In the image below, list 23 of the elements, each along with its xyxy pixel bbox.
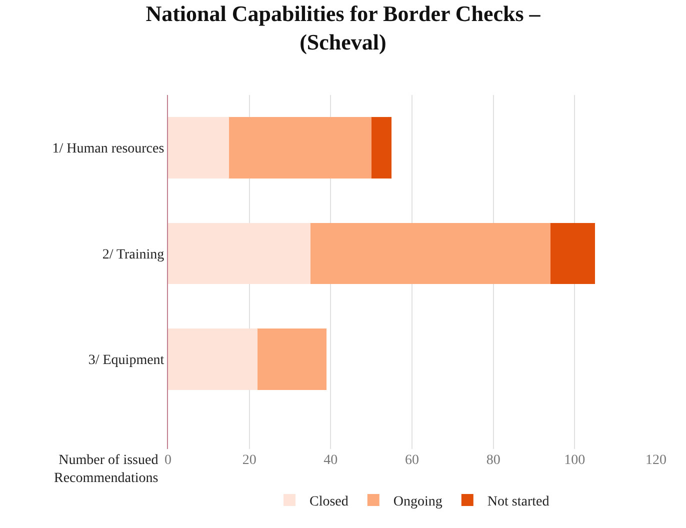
bar bbox=[371, 117, 392, 178]
x-tick-label: 80 bbox=[486, 453, 500, 468]
bar bbox=[550, 222, 595, 284]
x-tick-label: 40 bbox=[324, 453, 338, 468]
x-tick-label: 0 bbox=[164, 453, 172, 468]
y-tick-label: 3/ Equipment bbox=[88, 353, 164, 368]
y-tick-label: 2/ Training bbox=[102, 247, 164, 262]
chart-title: National Capabilities for Border Checks – (Scheval) bbox=[146, 1, 542, 55]
y-tick-label: 1/ Human resources bbox=[52, 142, 164, 157]
bar bbox=[168, 222, 310, 284]
x-tick-label: 120 bbox=[646, 453, 666, 468]
x-tick-label: 100 bbox=[564, 453, 586, 468]
bar bbox=[168, 117, 229, 178]
legend-label: Ongoing bbox=[393, 494, 442, 510]
bar bbox=[257, 328, 327, 390]
bar bbox=[168, 328, 258, 390]
bar bbox=[310, 222, 550, 284]
x-tick-label: 20 bbox=[242, 453, 256, 468]
x-tick-label: 60 bbox=[405, 453, 419, 468]
bar bbox=[229, 117, 372, 178]
legend-label: Closed bbox=[310, 494, 348, 510]
legend-label: Not started bbox=[487, 494, 550, 510]
y-axis-title: Number of issued Recommendations bbox=[54, 453, 158, 486]
